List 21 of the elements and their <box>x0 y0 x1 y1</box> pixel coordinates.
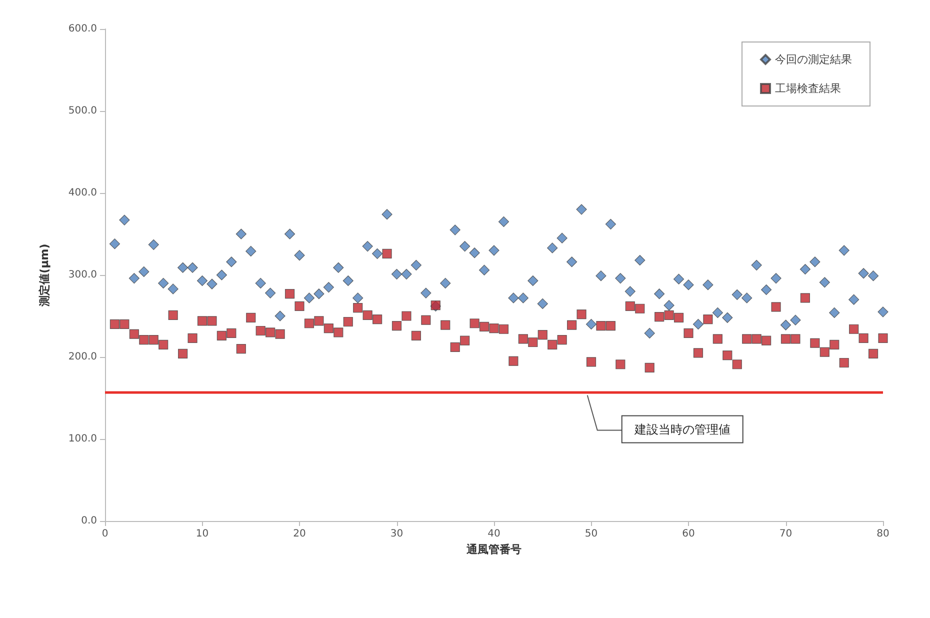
x-tick-label: 70 <box>779 528 792 540</box>
y-tick-label: 200.0 <box>68 352 97 362</box>
x-axis-title: 通風管番号 <box>466 542 522 556</box>
x-tick-label: 80 <box>876 528 890 540</box>
y-axis-title: 測定値(μm) <box>38 244 51 308</box>
y-tick-label: 500.0 <box>68 106 97 116</box>
y-tick-label: 600.0 <box>68 24 97 34</box>
ref-line-label: 建設当時の管理値 <box>633 422 730 436</box>
x-tick-label: 0 <box>102 528 108 540</box>
legend-label: 今回の測定結果 <box>775 53 852 66</box>
y-tick-label: 400.0 <box>68 188 97 198</box>
x-tick-label: 40 <box>488 528 500 540</box>
legend-label: 工場検査結果 <box>775 82 841 95</box>
x-tick-label: 60 <box>682 528 695 540</box>
x-tick-label: 20 <box>293 528 306 540</box>
y-tick-label: 100.0 <box>68 434 97 444</box>
x-tick-label: 10 <box>196 528 209 540</box>
x-tick-label: 30 <box>390 528 404 540</box>
y-tick-label: 300.0 <box>68 270 97 280</box>
y-tick-label: 0.0 <box>81 516 97 526</box>
x-tick-label: 50 <box>584 528 598 540</box>
